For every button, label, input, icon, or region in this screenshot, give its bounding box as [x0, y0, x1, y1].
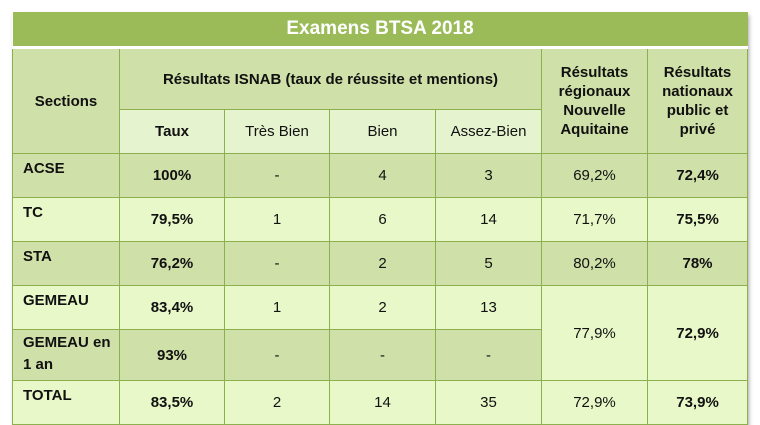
results-table-container: Examens BTSA 2018 Sections Résultats ISN…	[12, 12, 749, 425]
regional-cell: 80,2%	[541, 241, 648, 286]
national-cell: 72,4%	[646, 153, 749, 198]
tres-bien-cell: 1	[224, 197, 330, 242]
bien-cell: 2	[329, 285, 436, 330]
taux-cell: 79,5%	[119, 197, 225, 242]
results-table: Examens BTSA 2018 Sections Résultats ISN…	[12, 12, 749, 425]
regional-cell: 69,2%	[541, 153, 648, 198]
national-cell: 72,9%	[646, 285, 749, 381]
taux-cell: 100%	[119, 153, 225, 198]
taux-cell: 83,4%	[119, 285, 225, 330]
header-bien: Bien	[329, 109, 436, 154]
taux-cell: 76,2%	[119, 241, 225, 286]
regional-cell: 71,7%	[541, 197, 648, 242]
header-assez-bien: Assez-Bien	[435, 109, 542, 154]
assez-bien-cell: 5	[435, 241, 542, 286]
table-row: GEMEAU 83,4% 1 2 13 77,9% 72,9%	[12, 285, 749, 381]
section-name: ACSE	[12, 153, 120, 198]
regional-cell: 77,9%	[541, 285, 648, 381]
section-name: GEMEAU en 1 an	[12, 329, 120, 381]
assez-bien-cell: -	[435, 329, 542, 381]
header-regional: Résultats régionaux Nouvelle Aquitaine	[541, 47, 648, 154]
table-row: ACSE 100% - 4 3 69,2% 72,4%	[12, 153, 749, 198]
bien-cell: 6	[329, 197, 436, 242]
bien-cell: 4	[329, 153, 436, 198]
section-name: GEMEAU	[12, 285, 120, 330]
header-tres-bien: Très Bien	[224, 109, 330, 154]
header-national: Résultats nationaux public et privé	[646, 47, 749, 154]
national-cell: 78%	[646, 241, 749, 286]
tres-bien-cell: -	[224, 241, 330, 286]
assez-bien-cell: 13	[435, 285, 542, 330]
assez-bien-cell: 3	[435, 153, 542, 198]
header-isnab-group: Résultats ISNAB (taux de réussite et men…	[119, 47, 542, 110]
table-row: TC 79,5% 1 6 14 71,7% 75,5%	[12, 197, 749, 242]
assez-bien-cell: 14	[435, 197, 542, 242]
header-sections: Sections	[12, 47, 120, 154]
tres-bien-cell: -	[224, 329, 330, 381]
section-name: STA	[12, 241, 120, 286]
taux-cell: 93%	[119, 329, 225, 381]
bien-cell: 2	[329, 241, 436, 286]
table-row: STA 76,2% - 2 5 80,2% 78%	[12, 241, 749, 286]
bien-cell: -	[329, 329, 436, 381]
header-taux: Taux	[119, 109, 225, 154]
tres-bien-cell: 1	[224, 285, 330, 330]
tres-bien-cell: -	[224, 153, 330, 198]
section-name: TC	[12, 197, 120, 242]
table-title: Examens BTSA 2018	[12, 12, 748, 49]
national-cell: 75,5%	[646, 197, 749, 242]
table-row: GEMEAU en 1 an 93% - - -	[12, 329, 748, 381]
